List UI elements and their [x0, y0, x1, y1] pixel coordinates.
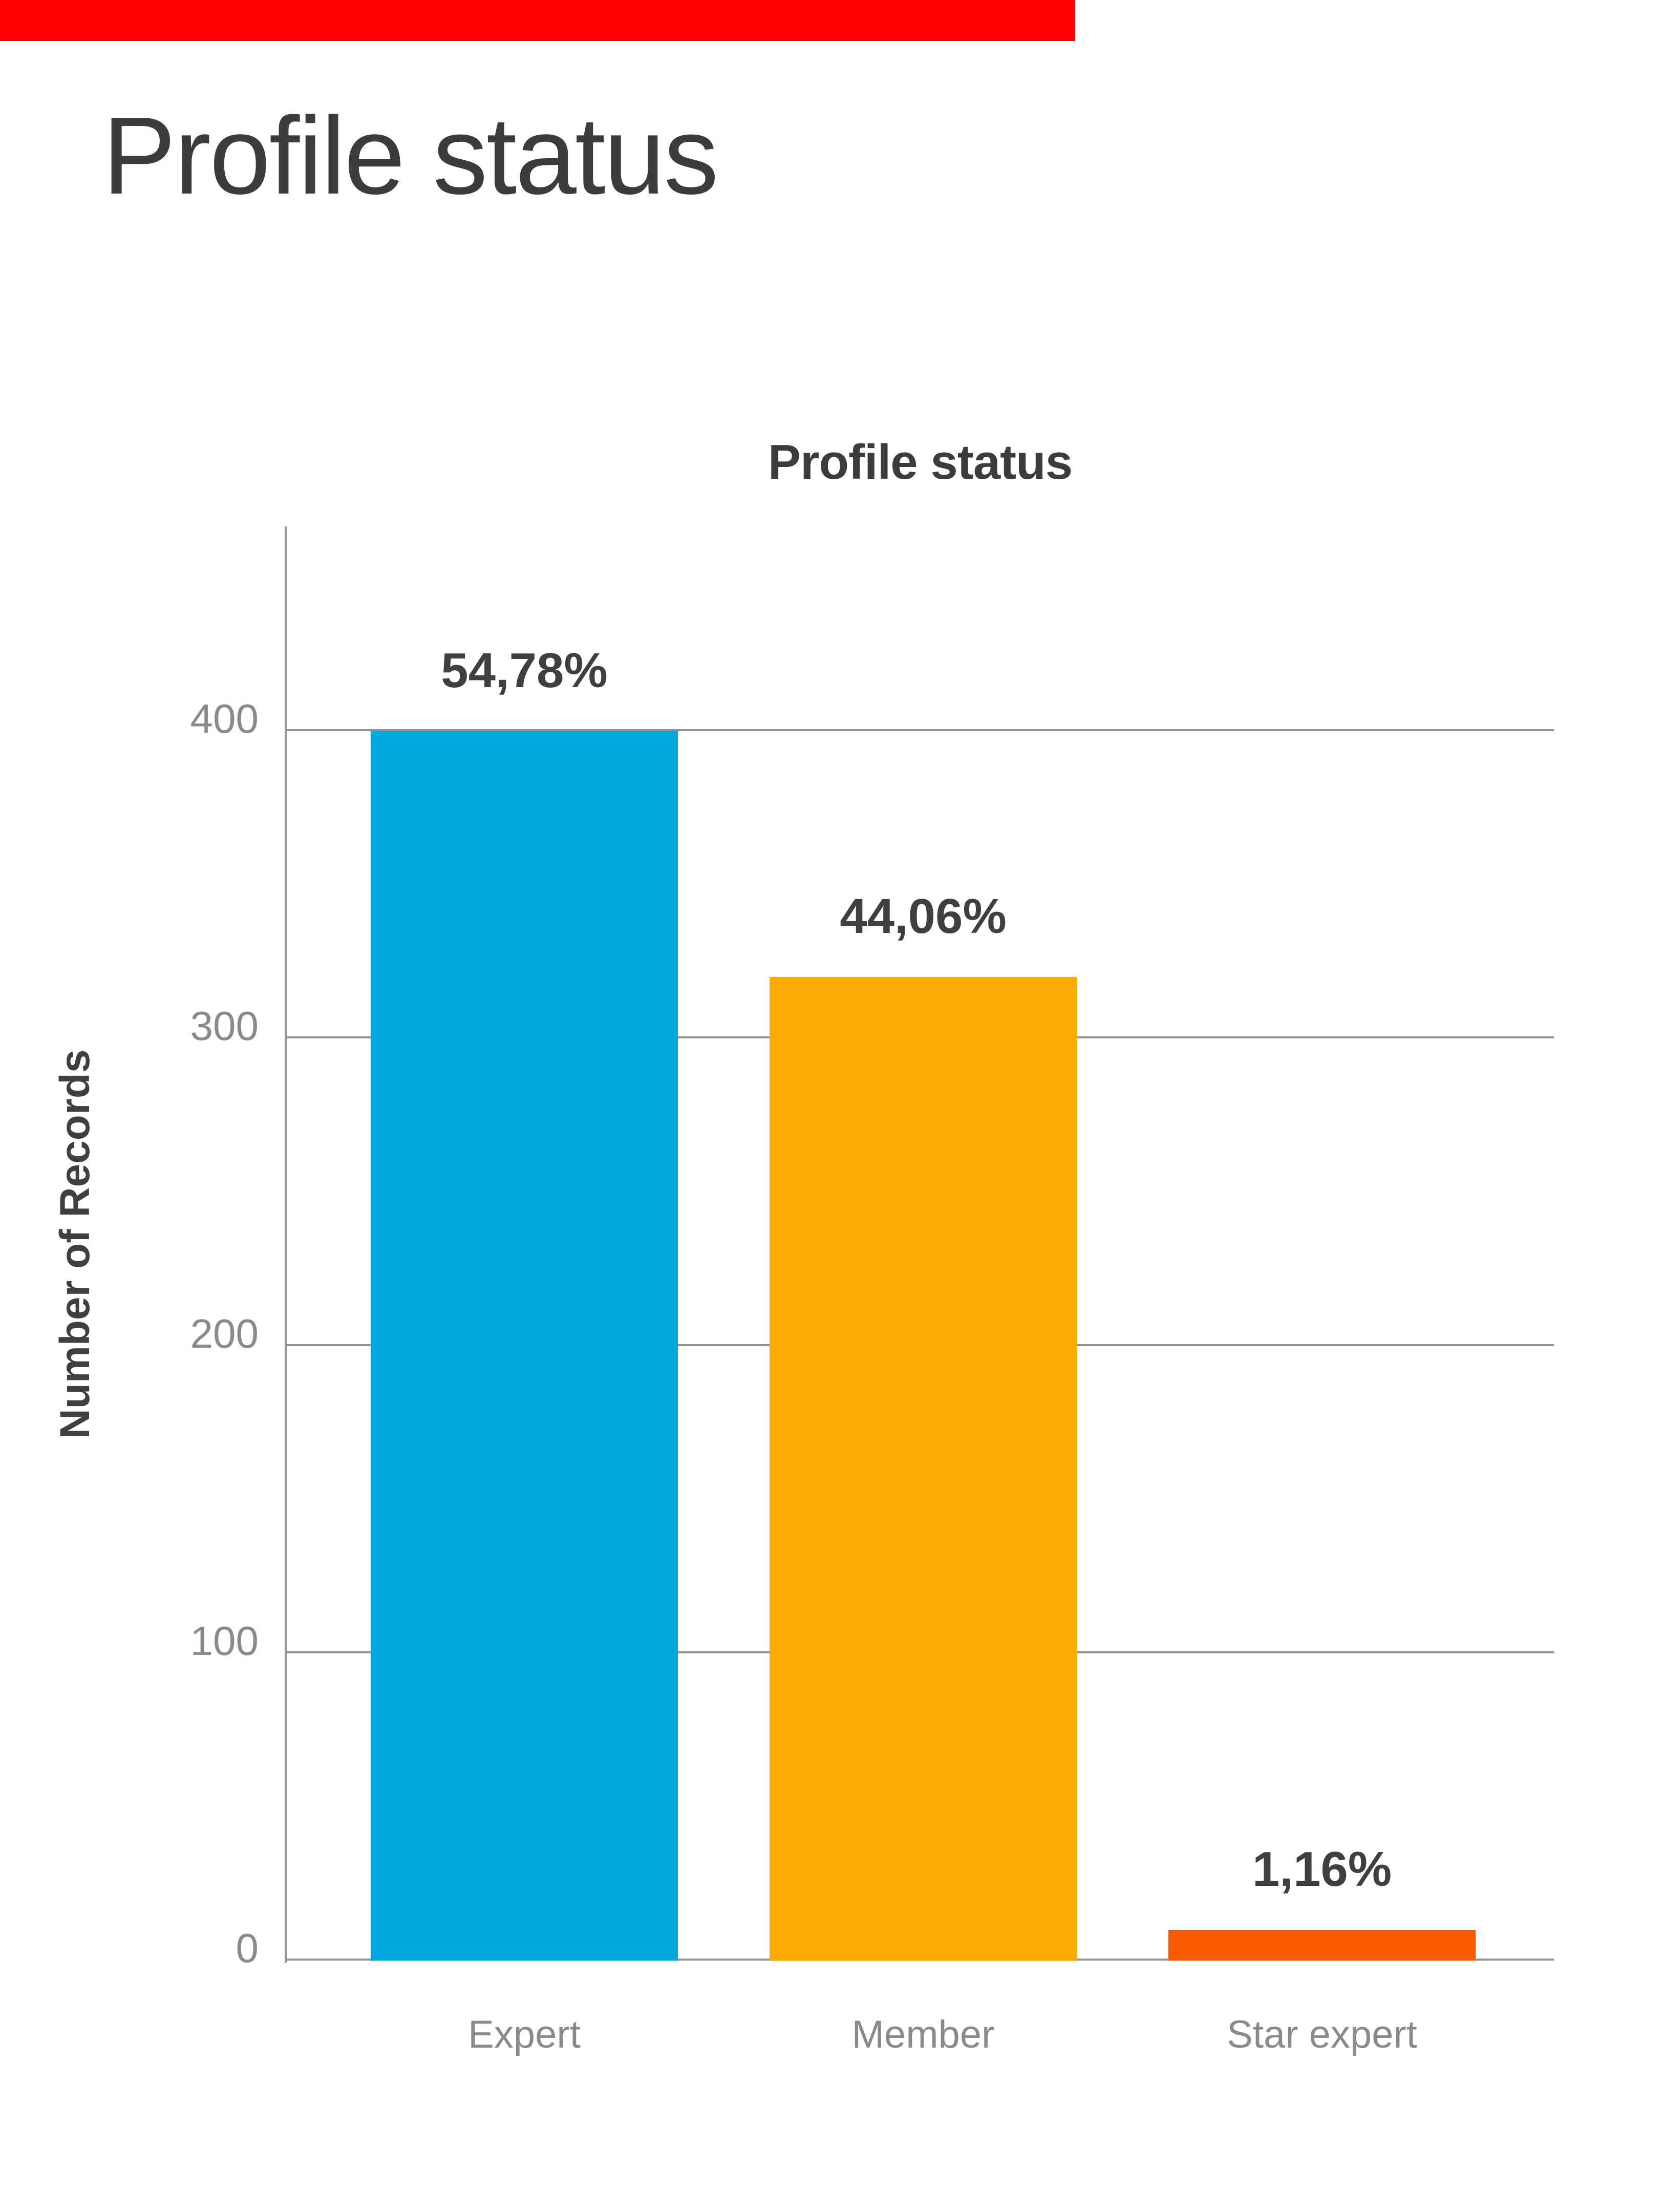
x-tick-label-3: Star expert [1227, 2013, 1417, 2056]
bar-member[interactable] [770, 977, 1077, 1961]
y-tick-label-100: 100 [190, 1618, 259, 1664]
bar-star-expert[interactable] [1168, 1930, 1476, 1961]
x-tick-label-2: Member [851, 2013, 995, 2056]
chart-title: Profile status [767, 435, 1073, 490]
bar-value-label-3: 1,16% [1252, 1842, 1392, 1897]
y-axis-title: Number of Records [52, 1049, 98, 1439]
y-tick-label-400: 400 [190, 696, 259, 741]
y-tick-label-200: 200 [190, 1310, 259, 1356]
page-title: Profile status [102, 94, 719, 217]
y-tick-label-0: 0 [236, 1925, 259, 1971]
top-red-banner [0, 0, 1075, 41]
bar-value-label-2: 44,06% [840, 889, 1007, 944]
y-axis-line [285, 526, 287, 1963]
bar-value-label-1: 54,78% [441, 643, 608, 698]
y-tick-label-300: 300 [190, 1003, 259, 1049]
bar-expert[interactable] [371, 731, 678, 1961]
gridline-400 [286, 729, 1554, 731]
x-tick-label-1: Expert [468, 2013, 581, 2056]
